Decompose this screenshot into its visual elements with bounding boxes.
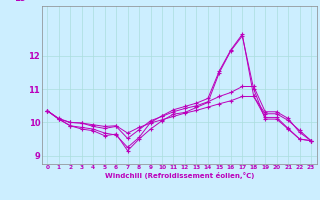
Text: 13: 13	[14, 0, 26, 3]
X-axis label: Windchill (Refroidissement éolien,°C): Windchill (Refroidissement éolien,°C)	[105, 172, 254, 179]
